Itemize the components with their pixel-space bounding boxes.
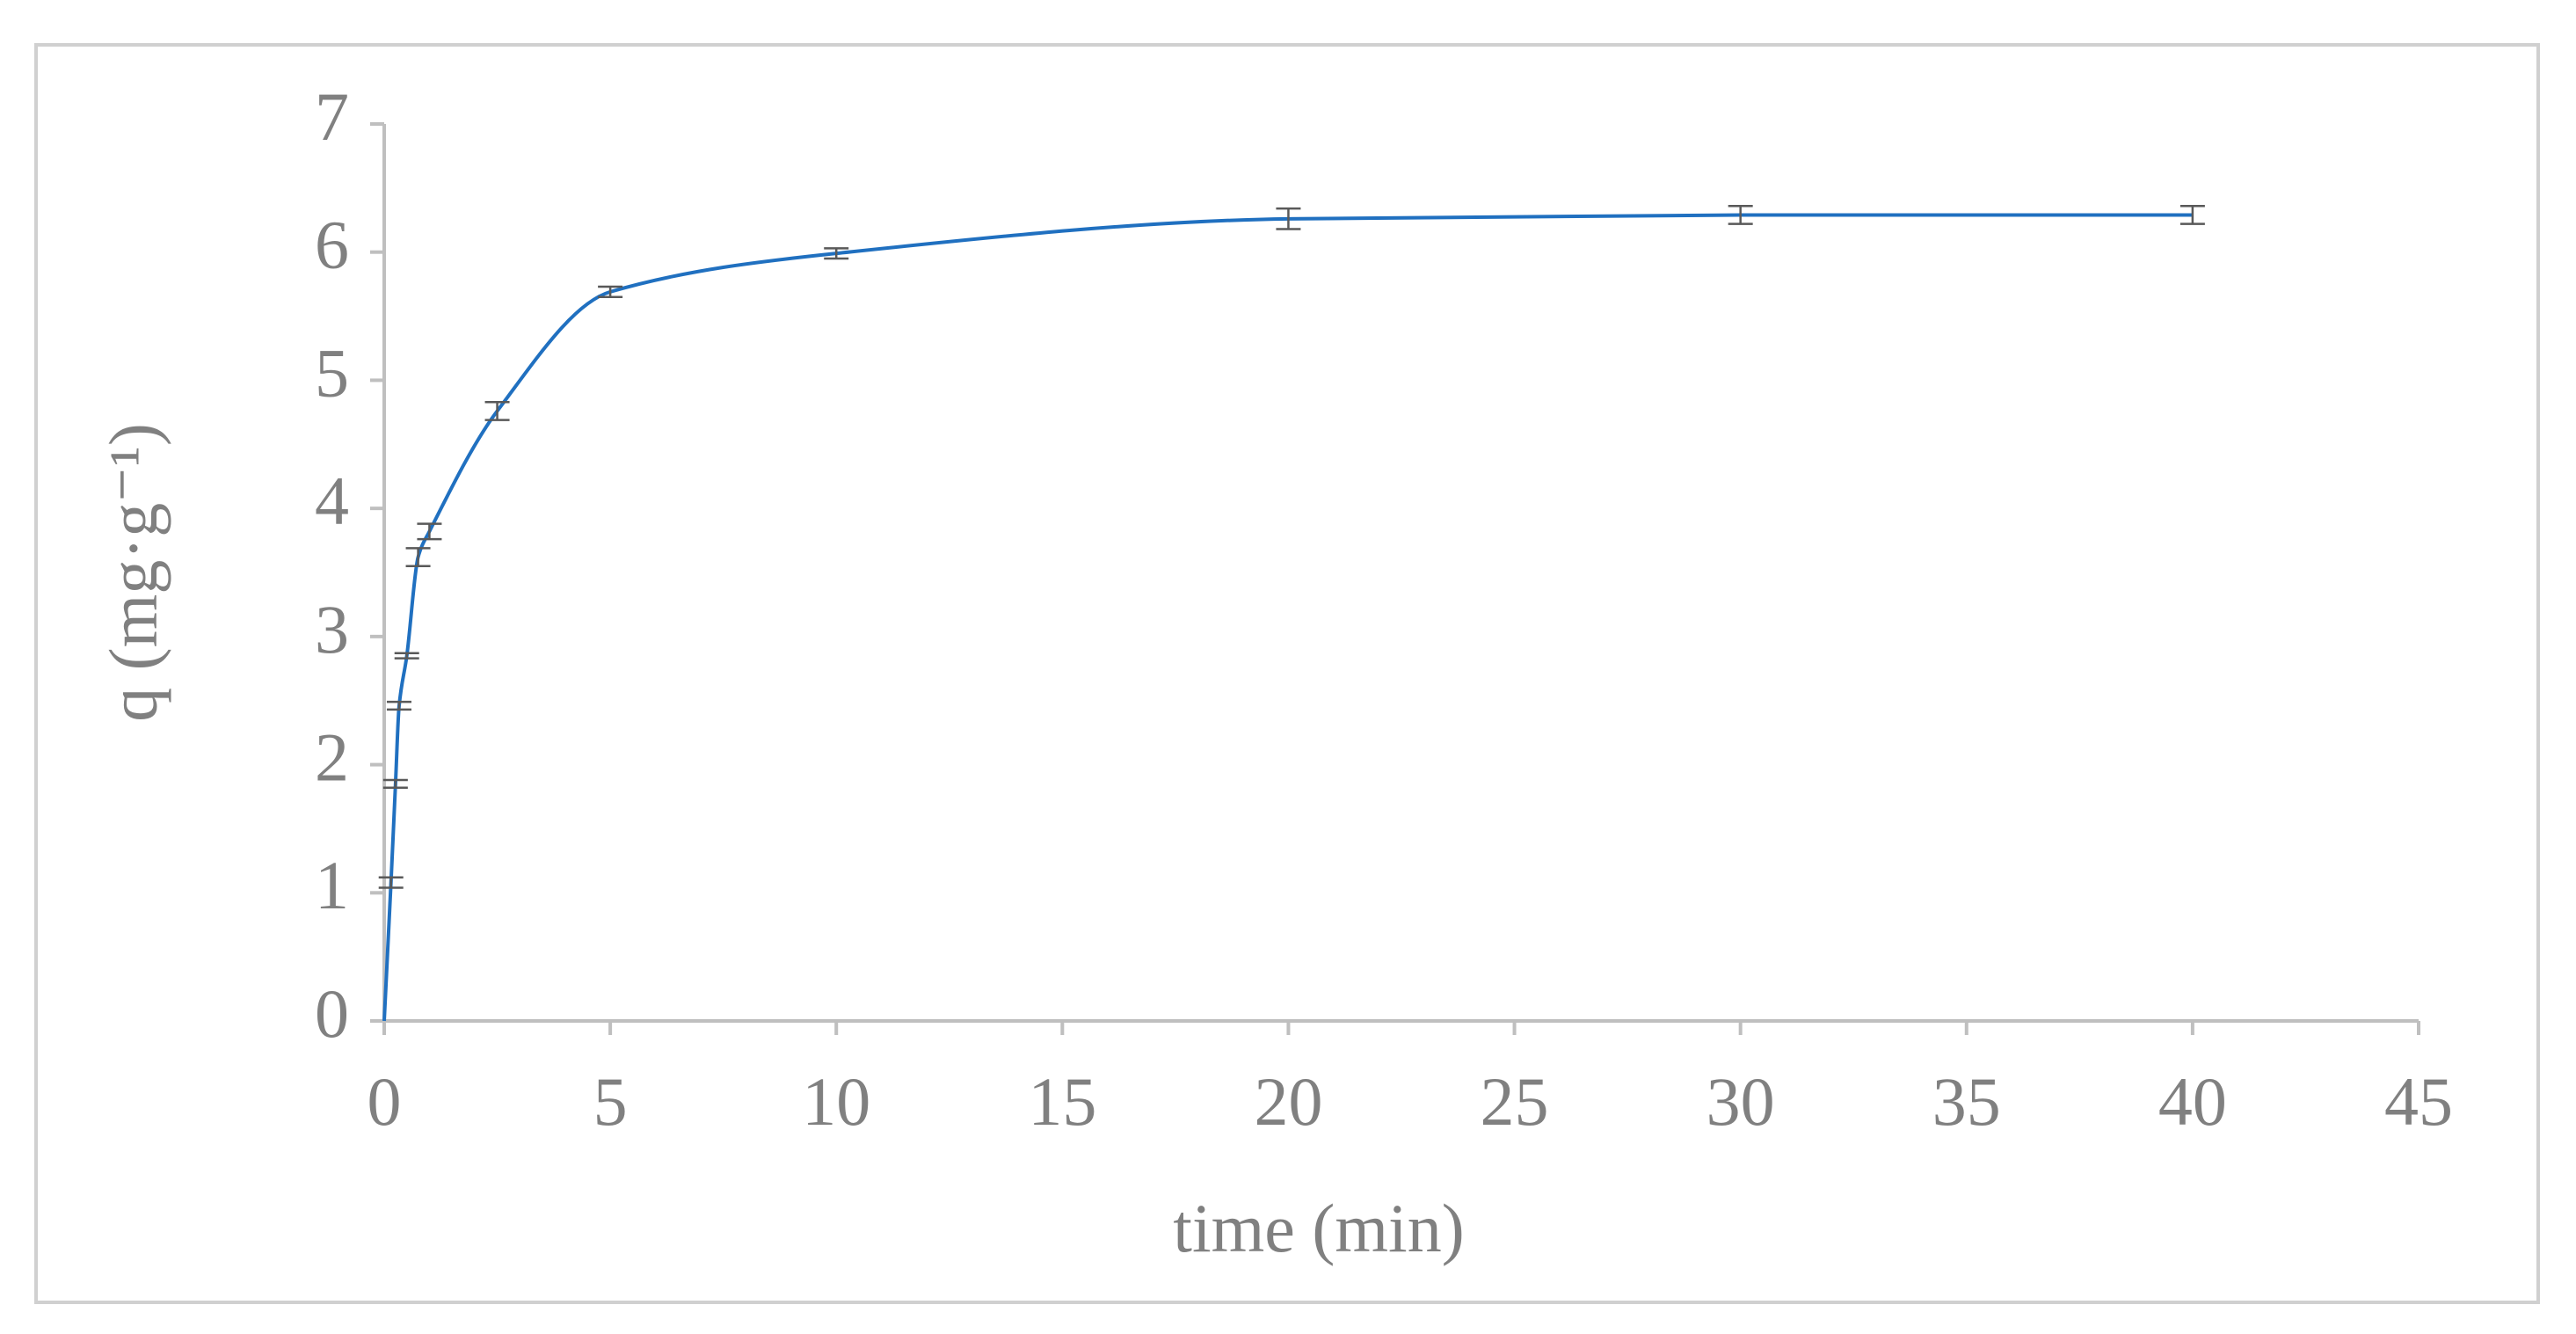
y-tick-label: 7 bbox=[315, 78, 349, 155]
error-bar bbox=[2179, 205, 2205, 225]
y-tick-label: 1 bbox=[315, 847, 349, 923]
error-bar bbox=[386, 700, 411, 711]
x-tick-label: 40 bbox=[2158, 1063, 2227, 1140]
x-tick-label: 45 bbox=[2384, 1063, 2453, 1140]
x-tick-label: 30 bbox=[1706, 1063, 1775, 1140]
x-tick-label: 35 bbox=[1932, 1063, 2001, 1140]
error-bar bbox=[598, 285, 623, 298]
x-tick-label: 15 bbox=[1028, 1063, 1096, 1140]
y-tick-label: 6 bbox=[315, 207, 349, 283]
data-line bbox=[382, 213, 2193, 1022]
error-bar bbox=[484, 400, 510, 421]
y-tick-label: 3 bbox=[315, 591, 349, 667]
y-tick-label: 4 bbox=[315, 463, 349, 539]
error-bar bbox=[1728, 205, 1753, 225]
x-tick-label: 10 bbox=[802, 1063, 870, 1140]
error-bar bbox=[417, 522, 442, 541]
error-bar bbox=[405, 547, 431, 567]
y-axis-label: q (mg·g⁻¹) bbox=[95, 423, 171, 722]
x-tick-label: 20 bbox=[1254, 1063, 1322, 1140]
error-bar bbox=[1276, 207, 1301, 230]
error-bar bbox=[382, 778, 408, 790]
error-bar bbox=[824, 247, 849, 260]
x-axis-label: time (min) bbox=[1173, 1190, 1464, 1266]
y-tick-label: 5 bbox=[315, 334, 349, 411]
error-bar bbox=[394, 652, 419, 660]
error-bar bbox=[378, 876, 404, 889]
chart-frame bbox=[34, 43, 2540, 1304]
x-tick-label: 0 bbox=[367, 1063, 402, 1140]
x-tick-label: 5 bbox=[593, 1063, 628, 1140]
y-tick-label: 0 bbox=[315, 975, 349, 1052]
x-tick-label: 25 bbox=[1481, 1063, 1549, 1140]
y-tick-label: 2 bbox=[315, 718, 349, 795]
